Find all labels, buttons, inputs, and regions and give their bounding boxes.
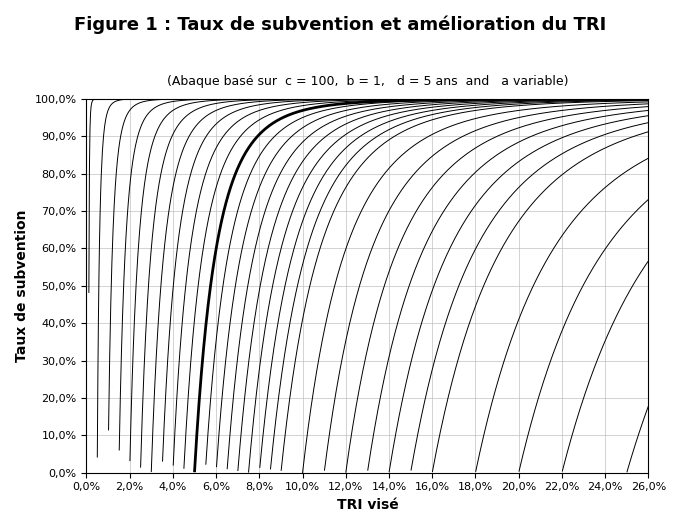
Title: (Abaque basé sur  c = 100,  b = 1,   d = 5 ans  and   a variable): (Abaque basé sur c = 100, b = 1, d = 5 a…: [167, 75, 568, 88]
Y-axis label: Taux de subvention: Taux de subvention: [15, 209, 29, 362]
X-axis label: TRI visé: TRI visé: [336, 498, 398, 512]
Text: Figure 1 : Taux de subvention et amélioration du TRI: Figure 1 : Taux de subvention et amélior…: [74, 16, 607, 34]
